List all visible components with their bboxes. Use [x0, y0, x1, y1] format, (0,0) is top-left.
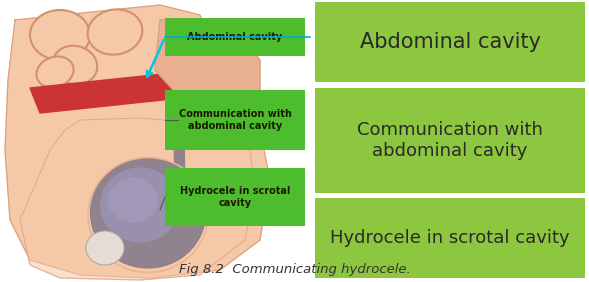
Text: Communication with
abdominal cavity: Communication with abdominal cavity: [178, 109, 292, 131]
Bar: [315, 198, 585, 278]
Text: Fig 8.2  Communicating hydrocele.: Fig 8.2 Communicating hydrocele.: [179, 263, 411, 276]
Ellipse shape: [53, 46, 97, 84]
Bar: [165, 90, 305, 150]
Ellipse shape: [91, 158, 206, 268]
Polygon shape: [155, 20, 260, 130]
Polygon shape: [20, 118, 255, 280]
Ellipse shape: [108, 177, 158, 222]
Polygon shape: [173, 95, 185, 185]
Text: Abdominal cavity: Abdominal cavity: [359, 32, 541, 52]
Text: Hydrocele in scrotal
cavity: Hydrocele in scrotal cavity: [180, 186, 290, 208]
Polygon shape: [30, 70, 210, 113]
Text: Abdominal cavity: Abdominal cavity: [187, 32, 283, 42]
Text: Hydrocele in scrotal cavity: Hydrocele in scrotal cavity: [330, 229, 570, 247]
Bar: [165, 168, 305, 226]
Bar: [315, 2, 585, 82]
Ellipse shape: [88, 9, 143, 55]
Bar: [315, 88, 585, 193]
Ellipse shape: [100, 168, 180, 243]
Ellipse shape: [37, 56, 74, 87]
Bar: [165, 18, 305, 56]
Text: Communication with
abdominal cavity: Communication with abdominal cavity: [357, 121, 543, 160]
Ellipse shape: [86, 231, 124, 265]
Ellipse shape: [30, 10, 90, 60]
Polygon shape: [5, 5, 270, 278]
